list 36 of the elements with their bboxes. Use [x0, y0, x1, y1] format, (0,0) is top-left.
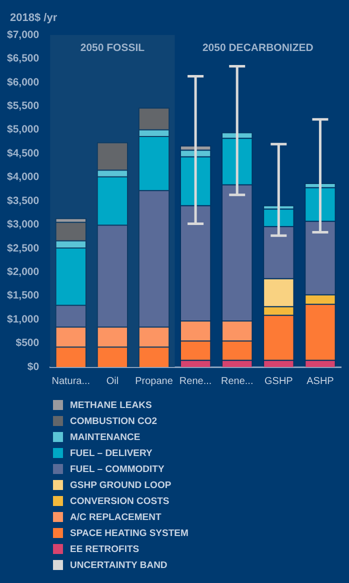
y-tick-label: $1,000 — [6, 313, 40, 326]
legend-label: COMBUSTION CO2 — [70, 416, 158, 426]
y-axis-title: 2018$ /yr — [10, 12, 58, 24]
legend-label: UNCERTAINTY BAND — [70, 560, 168, 570]
y-tick-label: $5,500 — [6, 100, 40, 112]
legend-label: METHANE LEAKS — [70, 400, 152, 410]
x-tick-label: ASHP — [306, 376, 334, 387]
legend-label: A/C REPLACEMENT — [70, 512, 162, 522]
y-tick-label: $4,000 — [6, 171, 40, 184]
y-tick-label: $4,500 — [6, 147, 40, 160]
y-tick-label: $2,500 — [6, 242, 40, 254]
annotation: 2050 DECARBONIZED — [202, 42, 314, 54]
y-tick-label: $7,000 — [6, 28, 40, 41]
y-tick-label: $1,500 — [6, 290, 40, 302]
x-tick-label: Rene... — [179, 376, 212, 387]
y-tick-label: $0 — [27, 360, 40, 373]
legend-label: EE RETROFITS — [70, 544, 140, 554]
legend-label: FUEL – COMMODITY — [70, 464, 164, 474]
y-tick-label: $3,000 — [6, 218, 40, 231]
y-tick-label: $2,000 — [6, 266, 40, 278]
y-tick-label: $6,500 — [6, 52, 40, 65]
y-tick-label: $500 — [16, 337, 40, 350]
legend-label: SPACE HEATING SYSTEM — [70, 528, 188, 538]
legend-label: MAINTENANCE — [70, 432, 140, 442]
band-label: 2050 FOSSIL — [80, 42, 146, 54]
x-tick-label: Natura... — [52, 376, 90, 387]
y-tick-label: $5,000 — [6, 124, 40, 136]
legend-label: FUEL – DELIVERY — [70, 448, 152, 458]
legend-label: GSHP GROUND LOOP — [70, 480, 172, 490]
x-tick-label: Rene... — [220, 376, 254, 387]
x-tick-label: Propane — [135, 376, 174, 387]
x-tick-label: GSHP — [264, 376, 294, 387]
x-tick-label: Oil — [106, 376, 119, 387]
y-tick-label: $6,000 — [6, 76, 40, 88]
legend-label: CONVERSION COSTS — [70, 496, 170, 506]
y-tick-label: $3,500 — [6, 194, 40, 207]
